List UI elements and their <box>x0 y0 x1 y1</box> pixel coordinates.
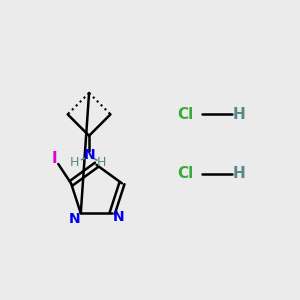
Text: Cl: Cl <box>178 166 194 181</box>
Text: H: H <box>233 107 245 122</box>
Text: H: H <box>233 166 245 181</box>
Text: N: N <box>113 210 124 224</box>
Text: N: N <box>68 212 80 226</box>
Text: N: N <box>83 148 95 162</box>
Text: I: I <box>52 151 58 166</box>
Text: H: H <box>96 156 106 169</box>
Text: H: H <box>70 156 80 169</box>
Text: Cl: Cl <box>178 107 194 122</box>
